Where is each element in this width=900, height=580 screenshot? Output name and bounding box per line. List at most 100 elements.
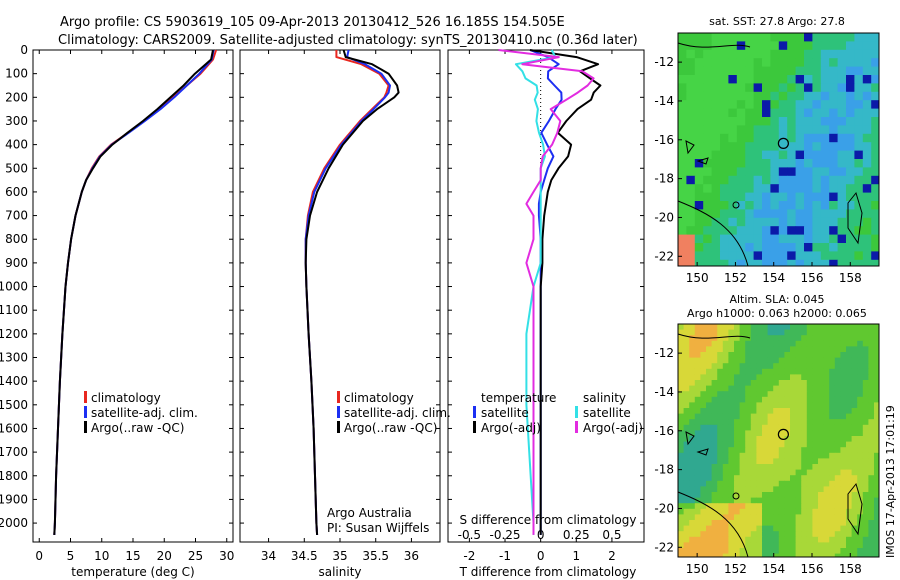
map-cell (689, 464, 696, 471)
map-cell (678, 452, 685, 459)
map-cell (784, 385, 791, 392)
map-cell (767, 391, 774, 398)
map-cell (753, 192, 763, 202)
map-cell (851, 503, 858, 510)
map-cell (734, 374, 741, 381)
map-cell (706, 374, 713, 381)
map-cell (801, 402, 808, 409)
map-cell (720, 226, 729, 236)
map-cell (820, 226, 830, 236)
map-cell (694, 391, 701, 398)
map-cell (753, 142, 763, 152)
map-cell (745, 492, 752, 499)
map-cell (862, 408, 869, 415)
map-cell (846, 508, 853, 515)
map-cell (728, 117, 738, 126)
map-cell (745, 486, 752, 493)
map-cell (829, 346, 836, 353)
map-cell (846, 525, 853, 532)
map-cell (745, 380, 752, 387)
map-cell (694, 542, 701, 549)
map-cell (770, 58, 780, 68)
map-cell (711, 58, 721, 68)
map-cell (784, 492, 791, 499)
map-cell (711, 542, 718, 549)
map-cell (767, 329, 774, 336)
map-cell (694, 159, 704, 168)
map-cell (711, 430, 718, 437)
map-cell (862, 167, 872, 177)
map-cell (689, 402, 696, 409)
map-cell (703, 142, 713, 152)
map-cell (834, 413, 841, 420)
map-cell (778, 41, 788, 51)
map-cell (756, 480, 763, 487)
map-cell (722, 486, 729, 493)
map-cell (846, 380, 853, 387)
map-cell (862, 217, 872, 227)
map-cell (868, 452, 875, 459)
map-cell (736, 234, 746, 244)
map-cell (739, 492, 746, 499)
map-cell (829, 192, 839, 202)
map-cell (678, 508, 685, 515)
map-lat-label: -22 (654, 249, 674, 263)
map-cell (722, 447, 729, 454)
map-cell (806, 380, 813, 387)
map-cell (868, 374, 875, 381)
map-cell (820, 133, 830, 143)
map-cell (706, 352, 713, 359)
map-cell (762, 391, 769, 398)
map-cell (818, 492, 825, 499)
map-cell (706, 514, 713, 521)
x-tick-label: 34 (261, 549, 276, 563)
map-cell (767, 324, 774, 331)
map-cell (728, 259, 738, 266)
map-cell (700, 536, 707, 543)
map-cell (753, 49, 763, 59)
map-cell (834, 368, 841, 375)
map-cell (678, 117, 687, 126)
map-cell (806, 520, 813, 527)
map-cell (795, 380, 802, 387)
map-cell (717, 436, 724, 443)
map-cell (862, 497, 869, 504)
map-cell (829, 352, 836, 359)
map-cell (767, 475, 774, 482)
map-cell (762, 492, 769, 499)
map-cell (823, 419, 830, 426)
map-cell (804, 100, 813, 110)
map-cell (820, 209, 830, 219)
map-cell (773, 436, 780, 443)
map-cell (818, 508, 825, 515)
map-cell (787, 108, 797, 118)
map-cell (745, 402, 752, 409)
map-cell (750, 531, 757, 538)
map-lat-label: -14 (654, 94, 674, 108)
depth-tick-label: 400 (5, 138, 28, 152)
map-cell (739, 452, 746, 459)
map-cell (694, 396, 701, 403)
map-cell (787, 117, 797, 126)
map-cell (722, 396, 729, 403)
map-cell (753, 41, 763, 51)
map-cell (728, 452, 735, 459)
map-cell (840, 419, 847, 426)
map-cell (773, 464, 780, 471)
map-cell (694, 201, 704, 210)
map-cell (734, 385, 741, 392)
map-cell (689, 548, 696, 555)
map-cell (871, 133, 879, 143)
map-cell (812, 226, 822, 236)
map-cell (694, 192, 704, 202)
map-cell (784, 419, 791, 426)
map-cell (862, 41, 872, 51)
map-cell (854, 209, 864, 219)
map-cell (678, 497, 685, 504)
map-cell (773, 352, 780, 359)
map-cell (820, 142, 830, 152)
map-cell (700, 492, 707, 499)
map-cell (790, 357, 797, 364)
map-cell (762, 464, 769, 471)
map-cell (762, 150, 771, 160)
